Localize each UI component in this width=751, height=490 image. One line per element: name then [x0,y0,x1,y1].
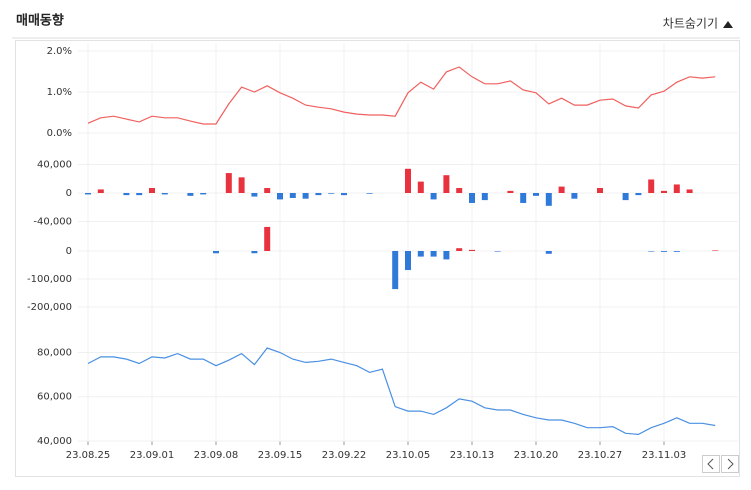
y-tick-label: -200,000 [27,302,72,313]
line-series [87,347,716,436]
bar [648,179,655,193]
x-tick-label: 23.10.13 [450,450,495,461]
x-tick-label: 23.10.27 [578,450,623,461]
bar [673,251,680,252]
x-tick-label: 23.11.03 [642,450,687,461]
bar [673,184,680,193]
x-tick-label: 23.10.05 [386,450,431,461]
y-tick-label: 40,000 [37,160,72,171]
y-tick-label: 0 [66,246,72,257]
bar [123,193,130,196]
bar [366,193,373,194]
x-tick-label: 23.09.22 [322,450,367,461]
bar [213,251,219,254]
y-tick-label: 80,000 [37,347,72,358]
bar [597,188,603,193]
x-tick-label: 23.09.15 [258,450,303,461]
bar [149,188,155,193]
bar [225,173,232,193]
bar [277,193,283,200]
bar [443,175,450,193]
bar [545,193,552,206]
x-tick-label: 23.10.20 [514,450,559,461]
bar [507,190,514,193]
bar [392,251,399,290]
bar [302,193,309,199]
bar [417,251,424,257]
bar [648,251,655,252]
x-tick-label: 23.09.01 [130,450,175,461]
next-icon[interactable] [727,458,734,470]
chart-frame [15,40,740,477]
bar [520,193,527,203]
bar [469,193,475,203]
bar [622,193,629,201]
bar [200,193,207,195]
bar [635,193,642,196]
bar [469,249,475,251]
prev-button[interactable] [702,455,720,473]
bar [456,248,463,251]
y-tick-label: -100,000 [27,274,72,285]
bar [85,193,91,195]
toggle-chart[interactable]: 차트숨기기 [663,17,718,31]
bar [405,251,411,271]
bar [494,251,501,252]
y-tick-label: 2.0% [47,46,72,57]
bar [661,190,667,193]
bar [328,193,335,194]
bar [456,188,463,193]
y-tick-label: 0 [66,188,72,199]
bar [571,193,578,199]
bar [545,251,552,254]
bar [558,186,565,193]
y-tick-label: 40,000 [37,436,72,447]
y-tick-label: 60,000 [37,392,72,403]
bar [341,193,347,196]
bar [97,189,104,193]
x-tick-label: 23.08.25 [66,450,111,461]
bar [161,193,168,195]
bar [405,168,411,193]
y-tick-label: -40,000 [33,216,72,227]
bar [430,251,437,257]
bar [136,193,143,196]
bar [443,251,450,260]
y-tick-label: 0.0% [47,128,72,139]
line-series [87,66,716,125]
bar [264,226,271,251]
bar [251,193,258,197]
bar [533,193,539,196]
bar [264,188,271,193]
bar [251,251,258,254]
prev-icon[interactable] [707,458,714,470]
bar [686,189,693,193]
y-tick-label: 1.0% [47,87,72,98]
toggle-arrow[interactable] [723,21,733,28]
bar [481,193,488,201]
bar [712,250,719,251]
bar [289,193,296,198]
bar [430,193,437,200]
x-tick-label: 23.09.08 [194,450,239,461]
bar [187,193,194,196]
bar [417,181,424,193]
bar [661,251,667,252]
section-title: 매매동향 [16,13,64,29]
bar [315,193,322,196]
bar [238,177,245,193]
next-button[interactable] [721,455,739,473]
